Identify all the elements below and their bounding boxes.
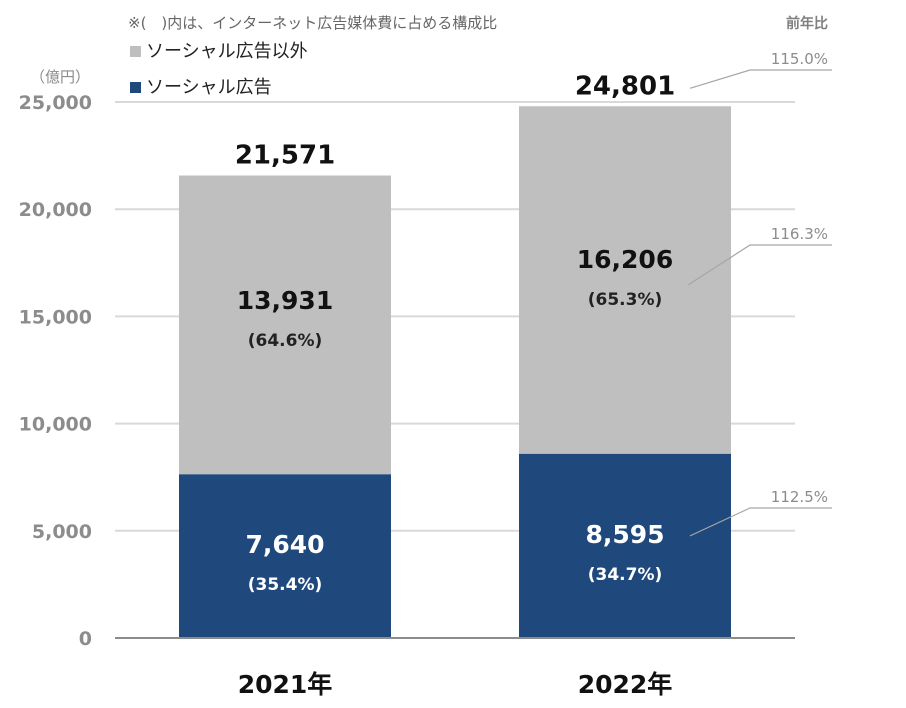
bar-social — [519, 453, 731, 638]
x-tick-label: 2022年 — [578, 670, 673, 699]
yoy-label: 116.3% — [771, 225, 828, 243]
legend-label-social: ソーシャル広告 — [146, 77, 272, 98]
share-label-social: (35.4%) — [248, 575, 323, 595]
value-label-other: 13,931 — [237, 286, 333, 315]
yoy-total: 115.0% — [689, 50, 832, 89]
yoy-label: 115.0% — [771, 50, 828, 68]
yoy-social: 112.5% — [689, 488, 832, 537]
share-label-social: (34.7%) — [588, 565, 663, 585]
value-label-social: 7,640 — [245, 530, 324, 559]
legend-swatch-social — [130, 82, 141, 93]
yoy-label: 112.5% — [771, 488, 828, 506]
y-tick-label: 15,000 — [19, 306, 92, 328]
value-label-other: 16,206 — [577, 245, 673, 274]
y-tick-label: 20,000 — [19, 199, 92, 221]
y-axis-ticks: 0 5,000 10,000 15,000 20,000 25,000 — [19, 92, 92, 650]
legend: ソーシャル広告以外 ソーシャル広告 — [130, 41, 308, 98]
bar-other — [179, 175, 391, 475]
x-tick-label: 2021年 — [238, 670, 333, 699]
yoy-annotations: 115.0% 116.3% 112.5% — [687, 50, 832, 537]
y-axis-unit: （億円） — [30, 68, 90, 86]
y-tick-label: 5,000 — [32, 521, 92, 543]
bar-other — [519, 106, 731, 454]
legend-swatch-other — [130, 46, 141, 57]
yoy-leader-line — [687, 244, 832, 286]
share-label-other: (64.6%) — [248, 331, 323, 351]
legend-label-other: ソーシャル広告以外 — [146, 41, 308, 62]
value-label-social: 8,595 — [585, 520, 664, 549]
share-label-other: (65.3%) — [588, 290, 663, 310]
y-tick-label: 0 — [79, 628, 92, 650]
yoy-leader-line — [689, 507, 832, 537]
total-label: 24,801 — [575, 71, 675, 101]
yoy-leader-line — [689, 69, 832, 89]
chart-note: ※( )内は、インターネット広告媒体費に占める構成比 — [128, 14, 497, 32]
y-tick-label: 10,000 — [19, 414, 92, 436]
y-tick-label: 25,000 — [19, 92, 92, 114]
bar-social — [179, 474, 391, 638]
yoy-header: 前年比 — [786, 15, 828, 32]
bar-labels: 7,640 (35.4%) 13,931 (64.6%) 21,571 8,595 (34.… — [235, 71, 675, 595]
yoy-other: 116.3% — [687, 225, 832, 286]
total-label: 21,571 — [235, 141, 335, 171]
legend-item-other: ソーシャル広告以外 — [130, 41, 308, 62]
x-axis-labels: 2021年 2022年 — [238, 670, 673, 699]
legend-item-social: ソーシャル広告 — [130, 77, 272, 98]
